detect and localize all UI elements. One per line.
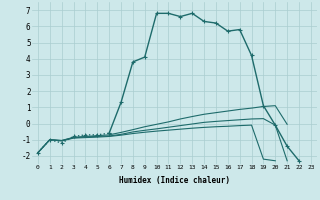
X-axis label: Humidex (Indice chaleur): Humidex (Indice chaleur) — [119, 176, 230, 185]
